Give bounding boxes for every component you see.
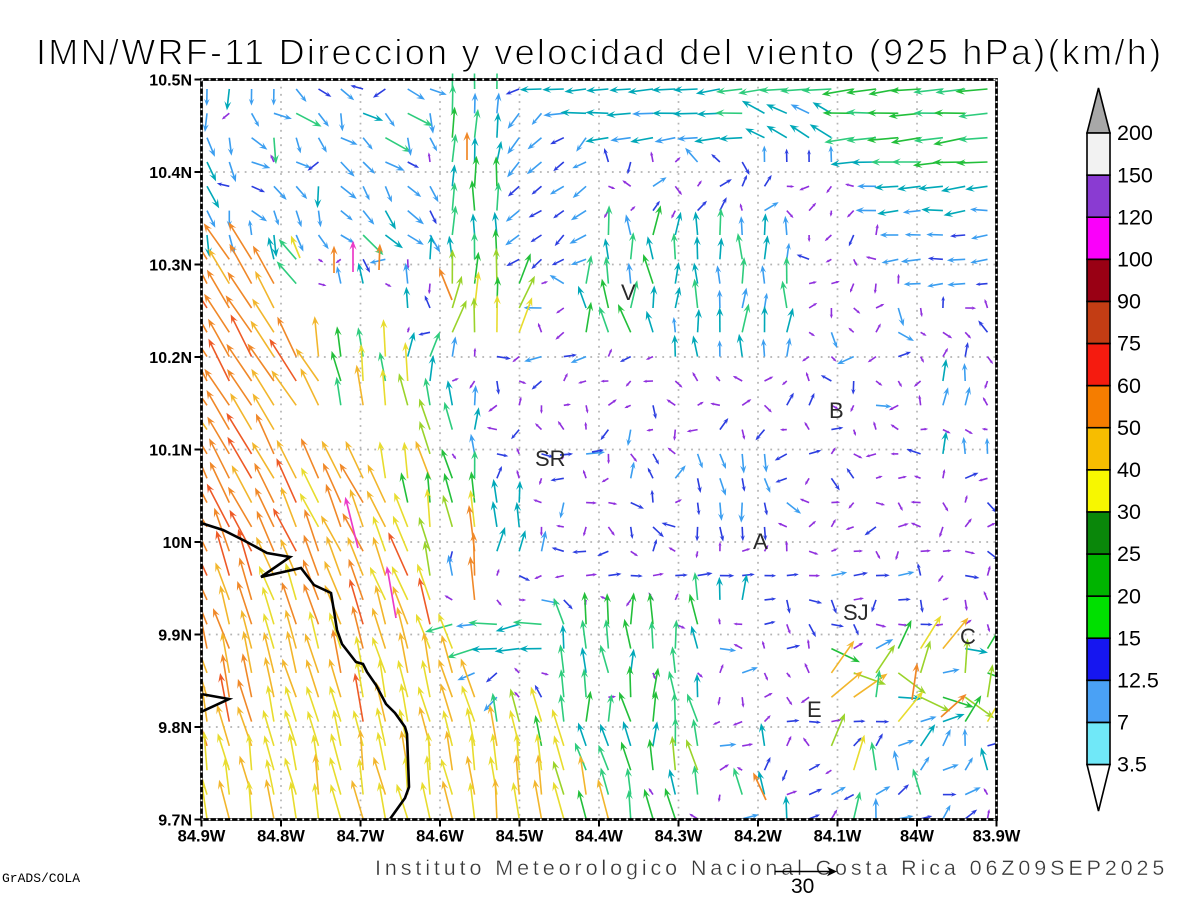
svg-text:60: 60 [1117, 374, 1141, 398]
svg-text:84.3W: 84.3W [655, 827, 703, 845]
svg-text:200: 200 [1117, 121, 1153, 145]
svg-text:150: 150 [1117, 163, 1153, 187]
svg-text:30: 30 [1117, 500, 1141, 524]
svg-text:84.6W: 84.6W [416, 827, 464, 845]
svg-text:A: A [753, 529, 768, 554]
svg-text:50: 50 [1117, 416, 1141, 440]
svg-text:120: 120 [1117, 205, 1153, 229]
svg-text:83.9W: 83.9W [973, 827, 1021, 845]
svg-text:84.9W: 84.9W [178, 827, 226, 845]
svg-text:Instituto Meteorologico Nacion: Instituto Meteorologico Nacional Costa R… [375, 856, 1168, 880]
svg-text:10.4N: 10.4N [149, 165, 192, 182]
svg-text:10N: 10N [163, 535, 192, 552]
svg-text:B: B [829, 398, 844, 423]
svg-text:30: 30 [791, 875, 814, 898]
svg-text:7: 7 [1117, 711, 1129, 735]
svg-text:84.4W: 84.4W [575, 827, 623, 845]
svg-text:3.5: 3.5 [1117, 753, 1147, 777]
svg-text:9.9N: 9.9N [158, 627, 192, 644]
svg-text:84.5W: 84.5W [496, 827, 544, 845]
svg-text:10.3N: 10.3N [149, 257, 192, 274]
svg-text:10.2N: 10.2N [149, 350, 192, 367]
svg-text:84.1W: 84.1W [814, 827, 862, 845]
svg-text:SJ: SJ [843, 600, 869, 625]
svg-text:90: 90 [1117, 290, 1141, 314]
svg-text:25: 25 [1117, 542, 1141, 566]
svg-text:75: 75 [1117, 332, 1141, 356]
svg-text:V: V [621, 280, 636, 305]
svg-text:10.5N: 10.5N [149, 72, 192, 89]
svg-text:84.7W: 84.7W [337, 827, 385, 845]
svg-text:10.1N: 10.1N [149, 442, 192, 459]
svg-text:IMN/WRF-11 Direccion y velocid: IMN/WRF-11 Direccion y velocidad del vie… [36, 32, 1163, 73]
svg-text:GrADS/COLA: GrADS/COLA [2, 871, 80, 886]
svg-text:100: 100 [1117, 248, 1153, 272]
svg-text:20: 20 [1117, 584, 1141, 608]
svg-text:84.2W: 84.2W [734, 827, 782, 845]
svg-text:15: 15 [1117, 626, 1141, 650]
svg-text:84W: 84W [900, 827, 934, 845]
svg-text:12.5: 12.5 [1117, 669, 1159, 693]
svg-text:40: 40 [1117, 458, 1141, 482]
svg-text:84.8W: 84.8W [257, 827, 305, 845]
svg-text:E: E [807, 697, 822, 722]
svg-text:SR: SR [535, 446, 566, 471]
svg-text:9.8N: 9.8N [158, 720, 192, 737]
svg-text:C: C [960, 624, 976, 649]
